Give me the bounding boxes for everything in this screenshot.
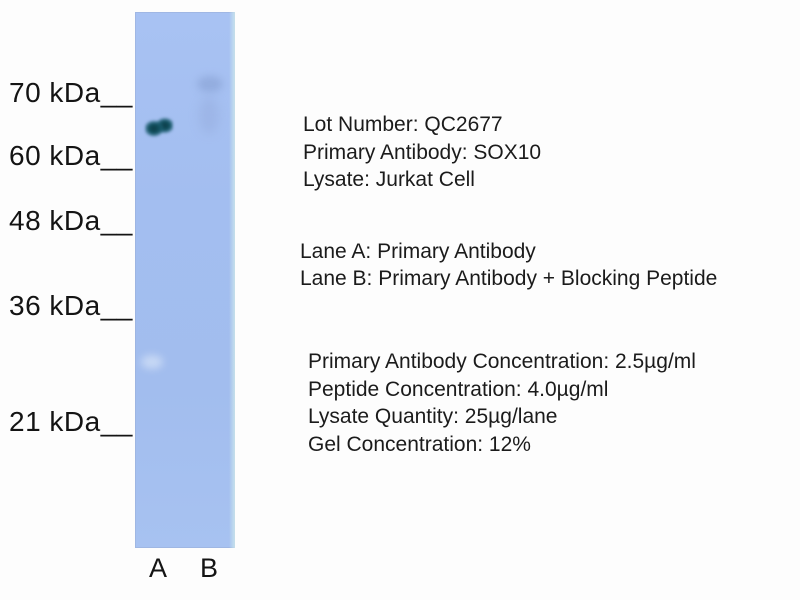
mw-marker-21kda: 21 kDa__ <box>9 406 133 437</box>
peptide-concentration-line: Peptide Concentration: 4.0µg/ml <box>308 377 609 401</box>
mw-marker-36kda: 36 kDa__ <box>9 290 133 321</box>
lysate-quantity-line: Lysate Quantity: 25µg/lane <box>308 405 558 429</box>
faint-streak-lane-b <box>199 96 219 134</box>
lysate-line: Lysate: Jurkat Cell <box>303 168 475 191</box>
info-block-lanes: Lane A: Primary Antibody Lane B: Primary… <box>300 238 717 292</box>
primary-antibody-line: Primary Antibody: SOX10 <box>303 140 542 164</box>
mw-marker-60kda: 60 kDa__ <box>9 140 133 171</box>
gel-lane-strip <box>135 12 235 548</box>
mw-marker-48kda: 48 kDa__ <box>9 205 133 236</box>
gel-concentration-line: Gel Concentration: 12% <box>308 433 531 457</box>
lane-b-description: Lane B: Primary Antibody + Blocking Pept… <box>300 267 718 290</box>
info-block-conditions: Primary Antibody Concentration: 2.5µg/ml… <box>308 348 696 459</box>
lot-number-line: Lot Number: QC2677 <box>303 113 503 136</box>
lane-a-description: Lane A: Primary Antibody <box>300 240 536 263</box>
antibody-concentration-line: Primary Antibody Concentration: 2.5µg/ml <box>308 350 696 373</box>
faint-artifact-lane-b <box>197 76 223 92</box>
mw-marker-70kda: 70 kDa__ <box>9 77 133 108</box>
lane-label-b: B <box>200 553 219 583</box>
lane-label-a: A <box>149 553 168 583</box>
info-block-identity: Lot Number: QC2677 Primary Antibody: SOX… <box>303 111 541 194</box>
protein-band-lane-a <box>145 114 173 139</box>
